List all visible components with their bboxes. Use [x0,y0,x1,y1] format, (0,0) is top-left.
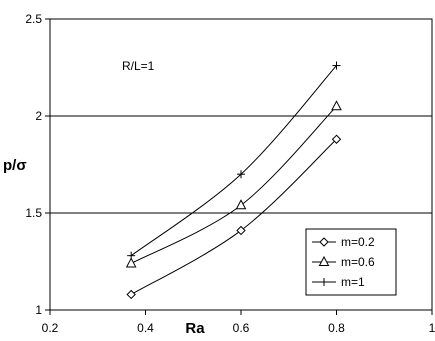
x-tick-label: 0.4 [137,321,154,335]
legend-marker-m=0.6 [318,255,330,266]
gridlines [50,115,432,214]
legend-label: m=1 [341,275,365,289]
x-tick-label: 1 [429,321,435,335]
series-line-m=1 [130,65,337,257]
data-point-m=0.6-0 [125,257,137,268]
y-tick-label: 1 [35,303,42,317]
data-point-m=0.2-2 [331,134,342,144]
data-point-m=0.2-0 [126,289,136,300]
x-tick-label: 0.2 [42,321,59,335]
legend-box [305,228,397,296]
series-group [125,61,342,300]
legend-marker-m=0.2 [319,237,329,247]
y-axis-label: p/σ [3,157,27,174]
y-tick-label: 1.5 [25,206,42,220]
legend-label: m=0.2 [341,235,375,249]
x-tick-label: 0.6 [233,321,250,335]
y-tick-label: 2 [35,109,42,123]
x-axis-label: Ra [185,320,205,337]
x-tick-label: 0.8 [328,321,345,335]
legend: m=0.2 m=0.6 m=1 [305,228,397,296]
data-point-m=0.2-1 [236,225,246,236]
y-axis-ticks: 1 1.5 2 2.5 [25,12,50,317]
data-point-m=1-2 [332,61,341,70]
data-point-m=0.6-2 [331,100,342,111]
data-point-m=1-0 [127,251,136,260]
x-axis-ticks: 0.2 0.4 0.6 0.8 1 [42,310,435,335]
data-point-m=0.6-1 [235,199,247,210]
data-point-m=1-1 [237,170,245,179]
annotation-label: R/L=1 [122,59,155,73]
legend-label: m=0.6 [341,255,375,269]
y-tick-label: 2.5 [25,12,42,26]
legend-marker-m=1 [320,278,328,286]
